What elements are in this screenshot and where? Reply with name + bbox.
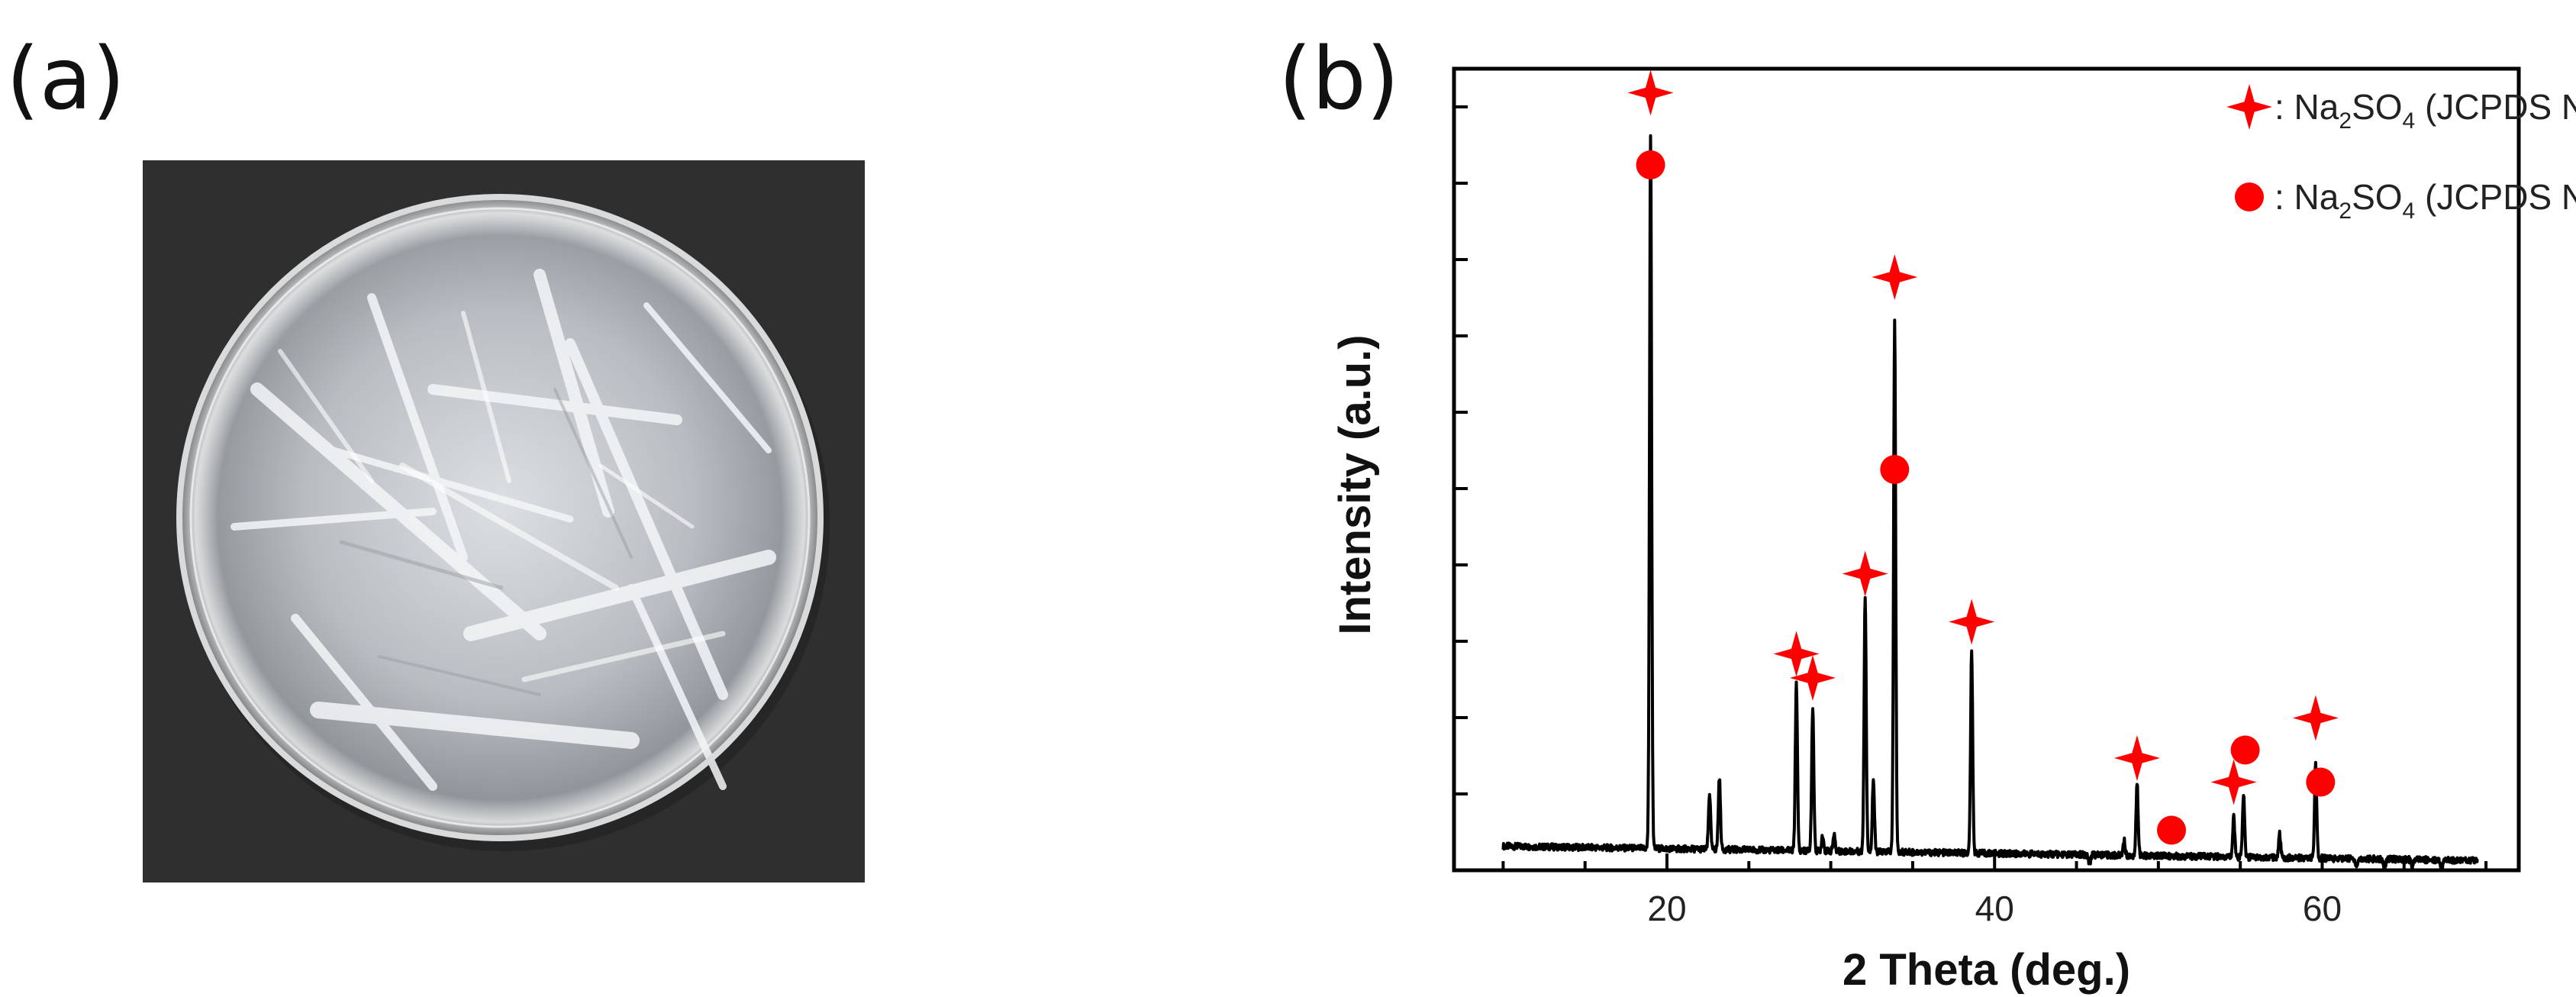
star-marker (1790, 655, 1836, 701)
y-axis-label: Intensity (a.u.) (1330, 334, 1380, 634)
crystals-in-dish-photo (143, 160, 865, 882)
star-marker (2210, 759, 2257, 805)
y-axis-ticks (1454, 105, 1468, 795)
star-marker (2292, 695, 2339, 741)
circle-marker (2230, 735, 2260, 765)
x-axis-label: 2 Theta (deg.) (1843, 945, 2130, 995)
star-marker (1773, 631, 1820, 677)
x-tick-label: 60 (2303, 889, 2342, 928)
circle-marker (1636, 150, 1665, 179)
x-tick-label: 40 (1975, 889, 2014, 928)
legend-circle-icon (2235, 182, 2264, 211)
x-axis-tick-labels: 20 40 60 (1647, 889, 2342, 928)
circle-marker (2306, 767, 2336, 797)
star-marker (1627, 69, 1674, 116)
legend-label: : Na2SO4 (JCPDS No. 37-1465) (2275, 87, 2576, 134)
peak-markers (1627, 69, 2339, 845)
star-marker (1949, 599, 1995, 645)
legend: : Na2SO4 (JCPDS No. 37-1465) : Na2SO4 (JC… (2226, 84, 2576, 224)
circle-marker (1880, 455, 1910, 484)
panel-b-label: (b) (1278, 30, 1400, 129)
x-axis-ticks (1501, 853, 2488, 870)
panel-a-label: (a) (6, 30, 126, 129)
star-marker (1842, 550, 1888, 597)
legend-star-icon (2226, 84, 2272, 130)
plot-frame (1452, 66, 2521, 873)
star-marker (2113, 735, 2160, 781)
x-tick-label: 20 (1647, 889, 1686, 928)
legend-label: : Na2SO4 (JCPDS No. 22-1399) (2275, 177, 2576, 224)
circle-marker (2157, 815, 2187, 845)
xrd-pattern-line (1501, 134, 2479, 873)
star-marker (1872, 254, 1918, 300)
